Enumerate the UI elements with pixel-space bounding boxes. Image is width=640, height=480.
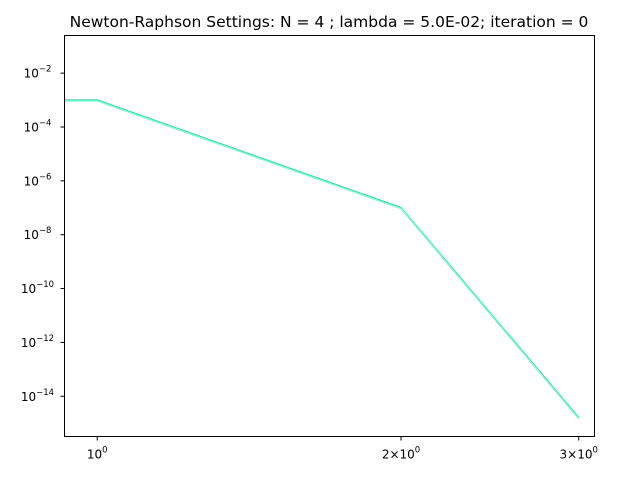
y-tick-label: 10−8 xyxy=(24,226,52,242)
y-tick-label: 10−2 xyxy=(24,65,52,81)
x-axis-ticks: 100 2×100 3×100 xyxy=(87,436,598,462)
series-line-4 xyxy=(64,100,580,420)
series-line-2 xyxy=(64,99,580,419)
y-tick-label: 10−10 xyxy=(21,280,54,296)
series-line-1 xyxy=(64,99,580,419)
y-axis-ticks: 10−2 10−4 10−6 10−8 10−10 10−12 10−14 xyxy=(21,65,65,404)
y-tick-label: 10−6 xyxy=(24,172,52,188)
y-tick-label: 10−14 xyxy=(21,388,54,404)
x-tick-label: 3×100 xyxy=(560,446,598,462)
plot-lines xyxy=(64,99,580,420)
y-tick-label: 10−12 xyxy=(21,334,54,350)
plot-frame xyxy=(64,35,595,437)
x-tick-label: 100 xyxy=(87,446,108,462)
y-tick-label: 10−4 xyxy=(24,118,52,134)
x-tick-label: 2×100 xyxy=(382,446,420,462)
chart-title: Newton-Raphson Settings: N = 4 ; lambda … xyxy=(70,13,589,31)
series-line-3 xyxy=(64,99,580,419)
